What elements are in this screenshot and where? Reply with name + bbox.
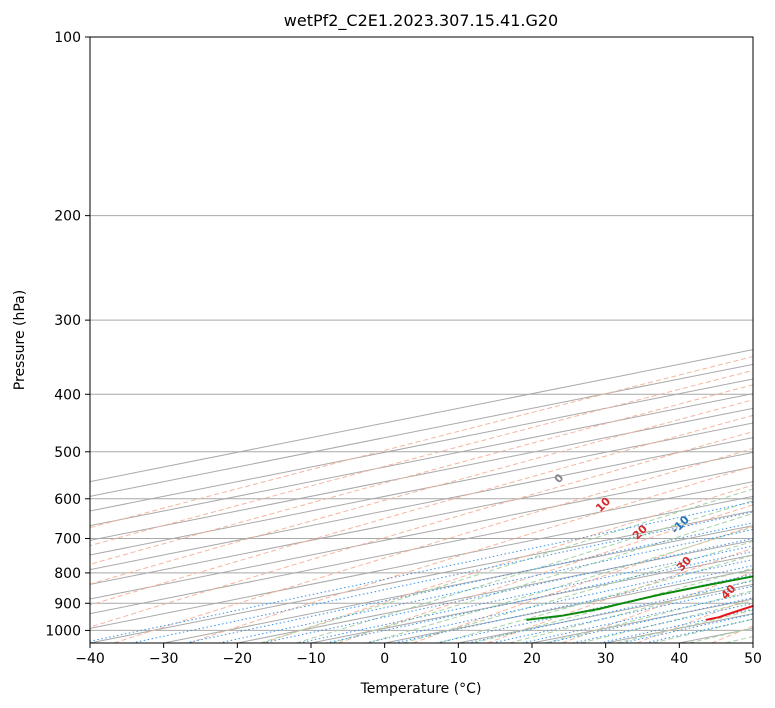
chart-title: wetPf2_C2E1.2023.307.15.41.G20 [284,11,558,31]
y-tick-label: 100 [54,30,81,46]
isotherm-line [90,378,753,512]
x-tick-label: −20 [223,651,253,667]
moist-adiabat-label: 0 [552,471,567,486]
moist-adiabat-line [544,590,753,643]
dry-adiabat-line [412,525,753,643]
dry-adiabat-line [113,448,753,643]
mixing-ratio-line [492,585,753,643]
x-tick-label: 10 [449,651,467,667]
background-lines [90,37,753,643]
dry-adiabat-line [338,504,753,643]
x-axis-label: Temperature (°C) [360,681,482,697]
moist-adiabat-line [688,627,753,643]
x-tick-label: 50 [744,651,762,667]
moist-adiabat-line [296,500,753,643]
x-tick-label: −30 [149,651,179,667]
y-tick-label: 300 [54,313,81,329]
moist-adiabat-line [616,609,753,643]
mixing-ratio-line [185,522,753,643]
y-axis: 100 200 300 400 500 600 700 800 900 1000 [45,30,90,639]
moist-adiabat-label: 10 [593,495,613,515]
mixing-ratio-line [299,545,753,643]
isotherm-line [90,422,753,556]
dry-adiabat-line [711,625,753,643]
dry-adiabat-line [188,465,753,643]
dry-adiabat-line [90,414,753,606]
isotherm-line [90,495,753,629]
y-tick-label: 500 [54,445,81,461]
y-tick-label: 600 [54,492,81,508]
y-tick-label: 800 [54,566,81,582]
moist-adiabat-line [725,636,753,643]
moist-adiabat-line [438,554,753,643]
mixing-ratio-line [622,613,753,643]
isotherm-line [163,525,753,643]
isotherm-line [90,407,753,541]
isotherm-line [752,642,753,643]
isotherm-line [384,569,753,643]
dry-adiabat-line [90,369,753,547]
curve-labels: -100-90-80-70-60-50-40-30-20-100.10.20.4… [552,471,739,602]
dry-adiabat-line [562,571,753,643]
dry-adiabat-line [487,547,753,643]
dry-adiabat-line [263,484,753,643]
dry-adiabat-line [636,597,753,643]
isotherm-line [90,393,753,527]
x-tick-label: −40 [75,651,105,667]
y-axis-label: Pressure (hPa) [12,290,28,390]
dry-adiabat-line [90,384,753,565]
dry-adiabat-line [90,399,753,585]
isotherm-line [310,554,753,643]
moist-adiabat-line [402,540,753,643]
x-tick-label: 40 [670,651,688,667]
plot-frame [89,36,754,644]
x-tick-label: 30 [597,651,615,667]
isotherm-line [90,363,753,497]
mixing-ratio-line [325,550,753,643]
moist-adiabat-label: 20 [630,522,650,542]
dry-adiabat-label: -10 [669,513,692,536]
mixing-ratio-line [90,501,753,642]
isotherm-line [237,539,753,643]
mixing-ratio-line [546,597,753,643]
y-tick-label: 200 [54,209,81,225]
x-axis: −40 −30 −20 −10 0 10 20 30 40 50 [75,643,762,667]
isotherm-line [90,437,753,571]
y-tick-label: 900 [54,596,81,612]
y-tick-label: 700 [54,532,81,548]
dry-adiabat-line [90,356,753,529]
mixing-ratio-line [218,528,753,643]
isotherm-line [531,598,753,643]
isotherm-line [90,481,753,615]
dry-adiabat-line [90,431,753,628]
x-tick-label: 20 [523,651,541,667]
moist-adiabat-line [580,600,753,643]
moist-adiabat-label: 30 [674,554,694,574]
isotherm-line [90,466,753,600]
x-tick-label: 0 [380,651,389,667]
mixing-ratio-line [645,618,753,643]
isotherm-line [90,349,753,483]
y-tick-label: 1000 [45,623,81,639]
mixing-ratio-line [262,537,753,643]
isotherm-line [90,451,753,585]
isotherm-line [90,510,753,643]
moist-adiabat-line [331,512,753,643]
y-tick-label: 400 [54,387,81,403]
x-tick-label: −10 [296,651,326,667]
